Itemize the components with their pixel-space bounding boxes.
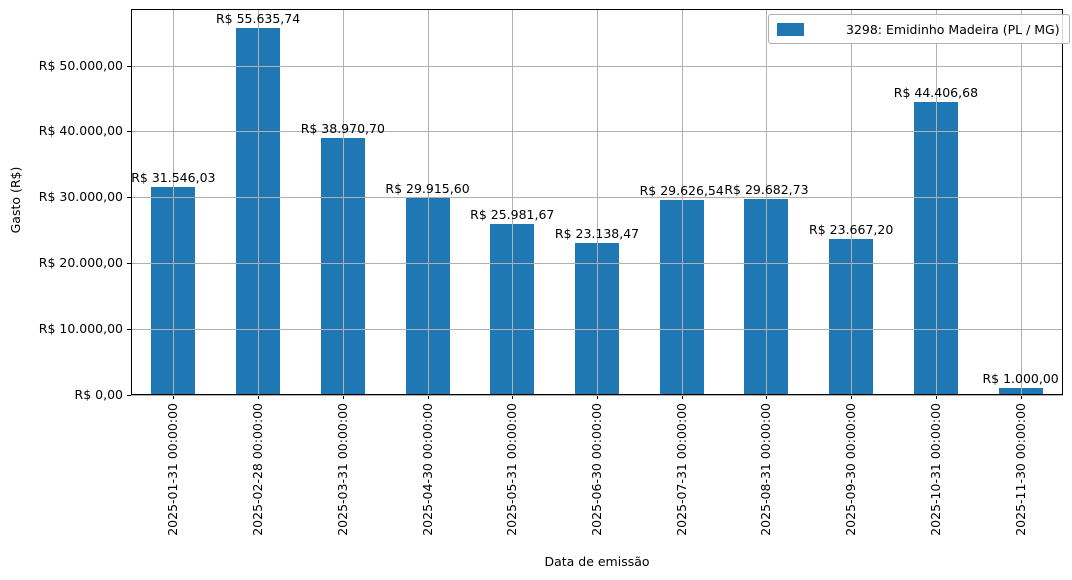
bar-value-label: R$ 31.546,03 <box>131 170 216 186</box>
bar-value-label: R$ 23.138,47 <box>554 225 640 241</box>
x-tick-label: 2025-02-28 00:00:00 <box>250 403 266 536</box>
y-tick-mark <box>127 263 131 264</box>
gridline-vertical <box>766 9 768 395</box>
x-tick-mark <box>936 395 937 399</box>
bar-value-label: R$ 38.970,70 <box>300 121 385 137</box>
x-tick-label: 2025-05-31 00:00:00 <box>504 403 520 536</box>
legend-label: 3298: Emidinho Madeira (PL / MG) <box>846 21 1060 37</box>
y-tick-label: R$ 40.000,00 <box>38 123 123 139</box>
x-tick-mark <box>1021 395 1022 399</box>
x-tick-mark <box>512 395 513 399</box>
bar-value-label: R$ 55.635,74 <box>215 11 301 27</box>
x-tick-label: 2025-08-31 00:00:00 <box>758 403 774 536</box>
x-tick-mark <box>851 395 852 399</box>
bar-value-label: R$ 1.000,00 <box>982 371 1059 387</box>
x-tick-mark <box>258 395 259 399</box>
x-tick-mark <box>682 395 683 399</box>
x-tick-label: 2025-04-30 00:00:00 <box>419 403 435 536</box>
x-tick-label: 2025-11-30 00:00:00 <box>1012 403 1028 536</box>
bar-value-label: R$ 29.682,73 <box>724 182 809 198</box>
x-tick-mark <box>428 395 429 399</box>
y-tick-mark <box>127 131 131 132</box>
gridline-vertical <box>427 9 429 395</box>
y-tick-mark <box>127 329 131 330</box>
bar-value-label: R$ 23.667,20 <box>809 222 894 238</box>
y-tick-label: R$ 30.000,00 <box>38 189 123 205</box>
gridline-vertical <box>342 9 344 395</box>
x-tick-label: 2025-01-31 00:00:00 <box>165 403 181 536</box>
x-axis-title: Data de emissão <box>544 554 650 569</box>
bar-value-label: R$ 25.981,67 <box>470 206 555 222</box>
x-tick-label: 2025-07-31 00:00:00 <box>673 403 689 536</box>
legend-swatch-icon <box>777 22 804 36</box>
x-tick-label: 2025-10-31 00:00:00 <box>927 403 943 536</box>
y-tick-mark <box>127 66 131 67</box>
y-tick-label: R$ 10.000,00 <box>38 321 123 337</box>
gridline-vertical <box>935 9 937 395</box>
y-tick-mark <box>127 395 131 396</box>
x-tick-mark <box>766 395 767 399</box>
x-tick-label: 2025-09-30 00:00:00 <box>843 403 859 536</box>
gridline-vertical <box>681 9 683 395</box>
gridline-vertical <box>851 9 853 395</box>
gridline-vertical <box>512 9 514 395</box>
y-tick-mark <box>127 197 131 198</box>
gridline-vertical <box>173 9 175 395</box>
bar-value-label: R$ 29.915,60 <box>385 180 470 196</box>
bar-value-label: R$ 44.406,68 <box>893 85 979 101</box>
gridline-vertical <box>597 9 598 395</box>
gridline-vertical <box>1020 9 1022 395</box>
x-tick-label: 2025-06-30 00:00:00 <box>589 403 604 536</box>
plot-area <box>131 9 1063 396</box>
bar-value-label: R$ 29.626,54 <box>639 182 724 198</box>
x-tick-mark <box>343 395 344 399</box>
y-tick-label: R$ 50.000,00 <box>38 57 123 73</box>
gridline-vertical <box>258 9 260 395</box>
legend: 3298: Emidinho Madeira (PL / MG) <box>768 14 1070 44</box>
x-tick-label: 2025-03-31 00:00:00 <box>334 403 350 536</box>
gridline-horizontal <box>131 395 1063 396</box>
y-tick-label: R$ 20.000,00 <box>38 255 123 271</box>
y-tick-label: R$ 0,00 <box>74 387 123 402</box>
x-tick-mark <box>597 395 598 399</box>
x-tick-mark <box>173 395 174 399</box>
